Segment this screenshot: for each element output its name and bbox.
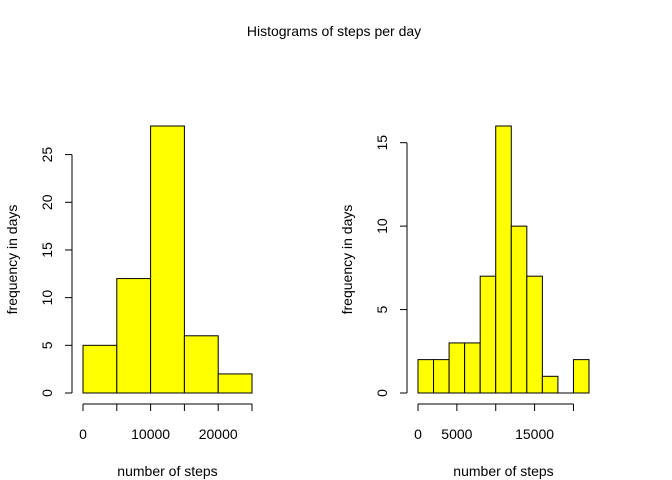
y-tick-label: 10	[374, 218, 390, 234]
histogram-bar	[448, 342, 466, 394]
y-tick-label: 0	[374, 389, 390, 397]
histogram-panel-right: 0 5000 15000 0 5 10 15 number of steps freque…	[339, 125, 590, 479]
x-axis-label: number of steps	[453, 463, 553, 479]
x-axis: 0 5000 15000	[414, 403, 574, 442]
histogram-bar	[183, 335, 219, 394]
figure-title: Histograms of steps per day	[247, 23, 421, 39]
x-tick-label: 20000	[199, 426, 238, 442]
y-axis: 0 5 10 15	[374, 135, 408, 397]
y-axis: 0 5 10 15 20 25	[39, 147, 73, 397]
x-tick-label: 5000	[441, 426, 472, 442]
x-tick-label: 0	[79, 426, 87, 442]
y-tick-label: 0	[39, 389, 55, 397]
x-tick-label: 10000	[131, 426, 170, 442]
histogram-bar	[541, 375, 559, 394]
histogram-bar	[495, 125, 512, 394]
x-axis: 0 10000 20000	[79, 403, 253, 442]
histogram-bar	[417, 359, 435, 394]
histogram-panel-left: 0 10000 20000 0 5 10 15 20 25 number of steps f…	[4, 125, 253, 479]
histogram-bar	[572, 359, 590, 394]
y-tick-label: 25	[39, 147, 55, 163]
y-axis-label: frequency in days	[4, 205, 20, 315]
y-tick-label: 5	[39, 341, 55, 349]
y-tick-label: 15	[374, 135, 390, 151]
histogram-bar	[116, 278, 152, 394]
histogram-bar	[526, 275, 543, 394]
bar-group	[417, 125, 590, 394]
histogram-bar	[82, 344, 118, 394]
bar-group	[82, 125, 253, 394]
x-tick-label: 15000	[515, 426, 554, 442]
histogram-bar	[510, 225, 528, 394]
y-tick-label: 5	[374, 305, 390, 313]
y-tick-label: 15	[39, 242, 55, 258]
y-axis-label: frequency in days	[339, 205, 355, 315]
y-tick-label: 10	[39, 290, 55, 306]
histogram-bar	[464, 342, 481, 394]
histogram-bar	[150, 125, 185, 394]
y-tick-label: 20	[39, 194, 55, 210]
histogram-bar	[433, 359, 450, 394]
histogram-bar	[217, 373, 253, 394]
x-tick-label: 0	[414, 426, 422, 442]
histogram-bar	[479, 275, 497, 394]
x-axis-label: number of steps	[117, 463, 217, 479]
